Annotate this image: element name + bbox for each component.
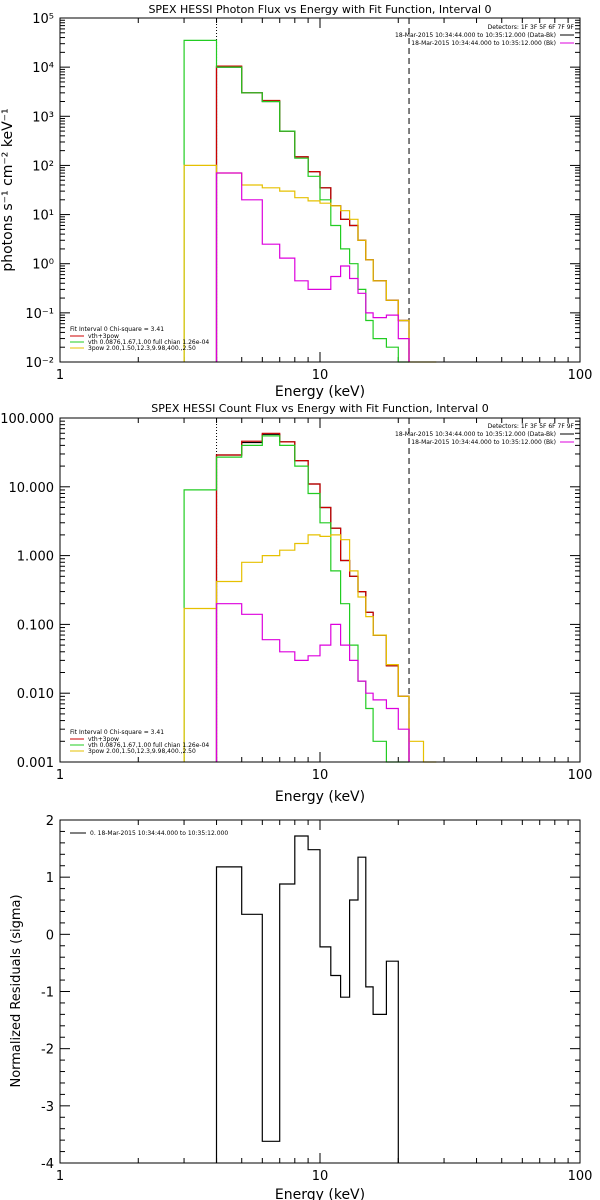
plot-frame — [59, 17, 581, 363]
series-background-line — [215, 603, 410, 762]
x-tick-label: 100 — [568, 368, 593, 383]
series-background-line — [215, 172, 410, 362]
x-tick-label: 100 — [568, 768, 593, 783]
series-powerlaw-line — [183, 164, 437, 363]
residuals-panel: 1 10 100 -4 -3 -2 -1 0 1 2 Energy (keV) Normalize… — [9, 814, 592, 1200]
fit-legend-powerlaw: 3pow 2.00,1.50,12.3,9.98,400.,2.50 — [88, 345, 196, 352]
y-tick-label: 10⁵ — [32, 12, 54, 27]
x-tick-label: 10 — [312, 368, 329, 383]
bk-interval-text: 18-Mar-2015 10:34:44.000 to 10:35:12.000… — [411, 40, 556, 47]
y-tick-label: 10.000 — [9, 481, 55, 496]
series-thermal-line — [183, 39, 409, 363]
fit-legend-model: vth+3pow — [88, 333, 119, 340]
series-powerlaw-line — [183, 534, 437, 763]
x-axis-label: Energy (keV) — [275, 384, 365, 400]
x-tick-label: 1 — [56, 1169, 64, 1184]
series-residuals-line — [215, 835, 399, 1163]
y-tick-label: 10⁻¹ — [25, 307, 54, 322]
photon-flux-panel: SPEX HESSI Photon Flux vs Energy with Fi… — [0, 3, 592, 400]
series-model-line — [215, 432, 410, 762]
detectors-text: Detectors: 1F 3F 5F 6F 7F 9F — [488, 423, 575, 430]
y-tick-label: 10¹ — [32, 209, 54, 224]
fit-legend-model: vth+3pow — [88, 736, 119, 743]
y-tick-label: 10³ — [32, 110, 54, 125]
y-tick-label: -2 — [41, 1043, 54, 1058]
y-tick-label: 0.100 — [17, 618, 54, 633]
y-tick-label: -3 — [41, 1100, 54, 1115]
y-tick-label: 100.000 — [0, 412, 54, 427]
y-tick-label: -4 — [41, 1157, 54, 1172]
plot-area: 1 10 100 0.001 0.010 0.100 1.000 10.000 100.000 — [0, 412, 592, 783]
y-tick-label: 10⁴ — [32, 61, 54, 76]
y-tick-label: 2 — [46, 814, 54, 829]
plot-area: 1 10 100 10⁻² 10⁻¹ 10⁰ 10¹ 10² 10³ 10⁴ 10⁵ — [25, 12, 592, 383]
y-axis-label: Normalized Residuals (sigma) — [9, 894, 24, 1087]
series-thermal-line — [183, 435, 409, 763]
fit-legend: Fit Interval 0 Chi-square = 3.41 vth+3po… — [70, 326, 209, 352]
residuals-legend-text: 0. 18-Mar-2015 10:34:44.000 to 10:35:12.… — [90, 830, 228, 837]
x-tick-label: 10 — [312, 768, 329, 783]
y-tick-label: 1.000 — [17, 550, 54, 565]
x-tick-label: 10 — [312, 1169, 329, 1184]
y-tick-label: 0.001 — [17, 756, 54, 771]
info-block: Detectors: 1F 3F 5F 6F 7F 9F 18-Mar-2015… — [395, 24, 575, 47]
y-tick-label: 10⁰ — [32, 258, 54, 273]
x-tick-label: 1 — [56, 768, 64, 783]
y-tick-label: 0.010 — [17, 687, 54, 702]
fit-legend-title: Fit Interval 0 Chi-square = 3.41 — [70, 729, 164, 736]
detectors-text: Detectors: 1F 3F 5F 6F 7F 9F — [488, 24, 575, 31]
data-interval-text: 18-Mar-2015 10:34:44.000 to 10:35:12.000… — [395, 32, 556, 39]
plot-frame — [59, 819, 581, 1164]
info-block: Detectors: 1F 3F 5F 6F 7F 9F 18-Mar-2015… — [395, 423, 575, 446]
fit-legend-powerlaw: 3pow 2.00,1.50,12.3,9.98,400.,2.50 — [88, 748, 196, 755]
fit-legend-thermal: vth 0.0876,1.67,1.00 full chian 1.26e-04 — [88, 742, 209, 749]
count-flux-panel: SPEX HESSI Count Flux vs Energy with Fit… — [0, 402, 592, 805]
chart-title: SPEX HESSI Count Flux vs Energy with Fit… — [151, 402, 488, 415]
chart-title: SPEX HESSI Photon Flux vs Energy with Fi… — [148, 3, 491, 16]
plot-frame — [59, 417, 581, 763]
y-tick-label: 0 — [46, 928, 54, 943]
x-axis-label: Energy (keV) — [275, 1187, 365, 1200]
y-tick-label: -1 — [41, 986, 54, 1001]
fit-legend-thermal: vth 0.0876,1.67,1.00 full chian 1.26e-04 — [88, 339, 209, 346]
bk-interval-text: 18-Mar-2015 10:34:44.000 to 10:35:12.000… — [411, 439, 556, 446]
data-interval-text: 18-Mar-2015 10:34:44.000 to 10:35:12.000… — [395, 431, 556, 438]
y-tick-label: 1 — [46, 871, 54, 886]
x-tick-label: 100 — [568, 1169, 593, 1184]
y-axis-label: photons s⁻¹ cm⁻² keV⁻¹ — [0, 108, 16, 271]
fit-legend-title: Fit Interval 0 Chi-square = 3.41 — [70, 326, 164, 333]
y-tick-label: 10² — [32, 159, 54, 174]
plot-area: 1 10 100 -4 -3 -2 -1 0 1 2 — [41, 814, 592, 1184]
x-tick-label: 1 — [56, 368, 64, 383]
fit-legend: Fit Interval 0 Chi-square = 3.41 vth+3po… — [70, 729, 209, 755]
y-tick-label: 10⁻² — [25, 356, 54, 371]
x-axis-label: Energy (keV) — [275, 789, 365, 805]
